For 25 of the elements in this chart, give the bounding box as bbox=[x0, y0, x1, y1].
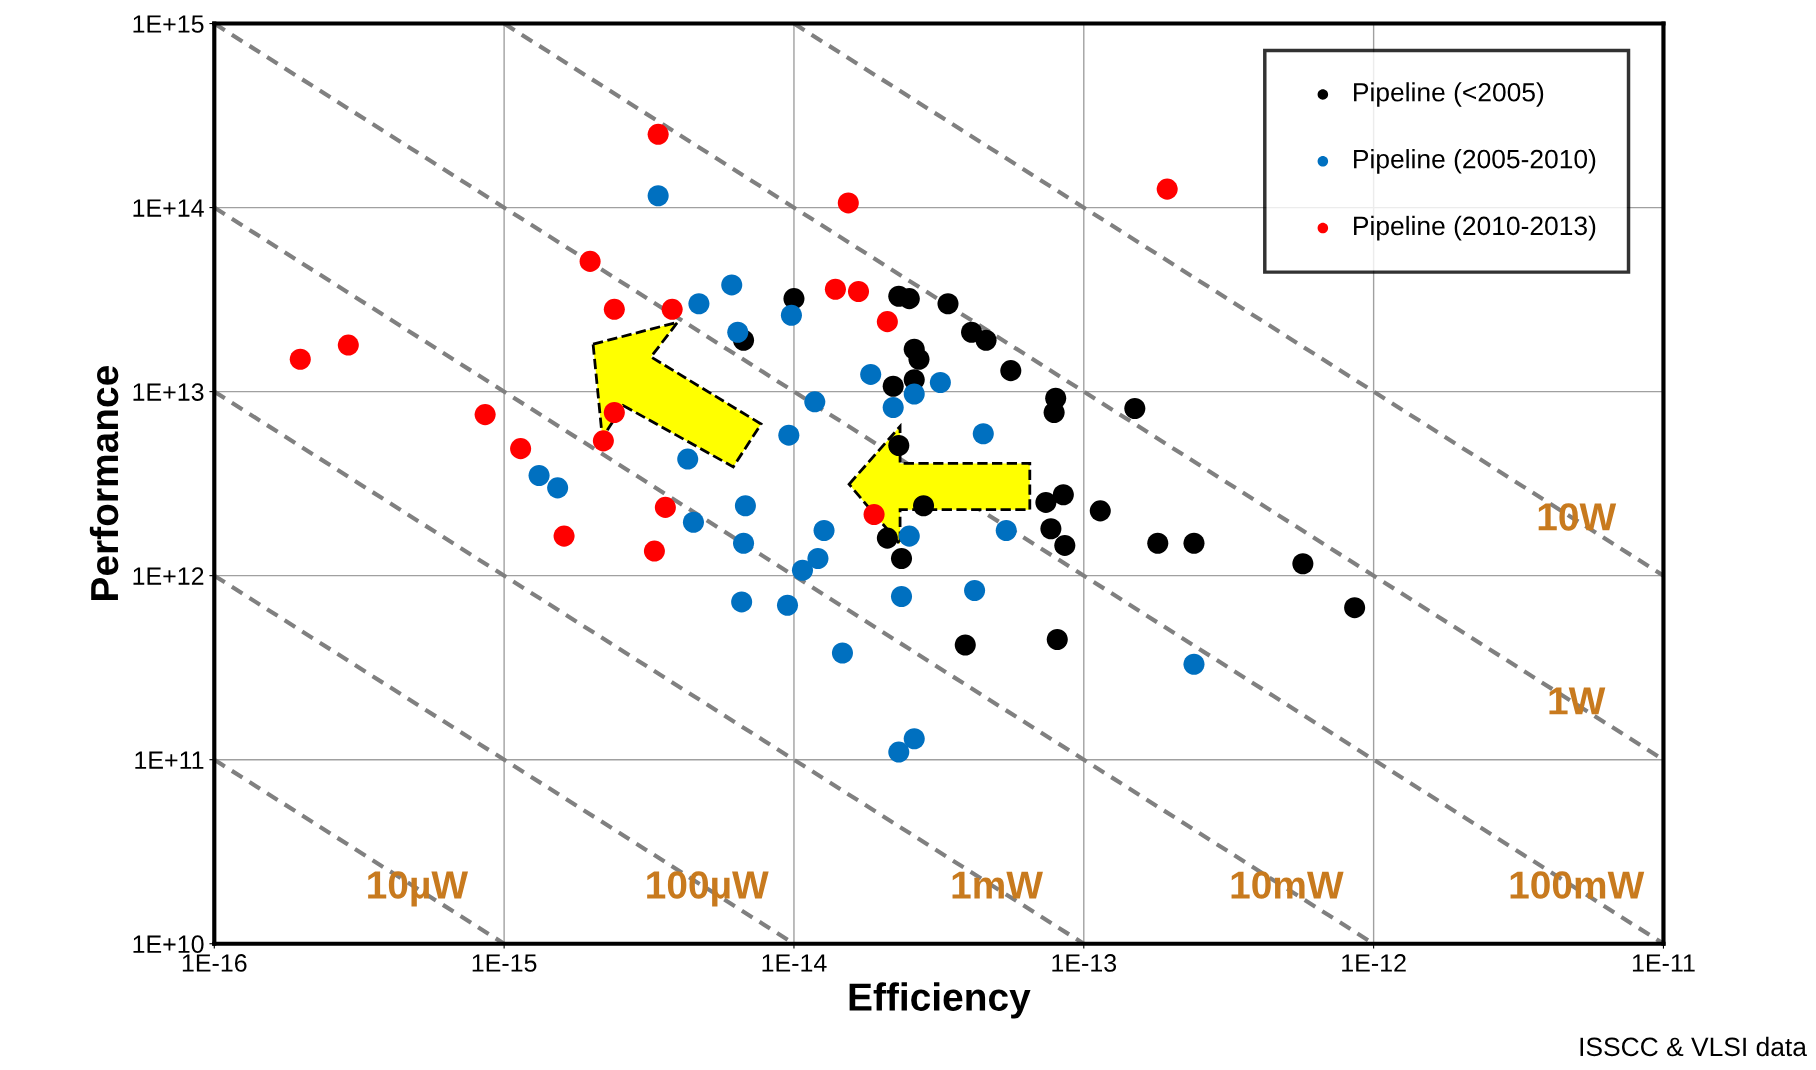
x-tick-label: 1E-16 bbox=[182, 954, 247, 972]
y-tick-label: 1E+11 bbox=[135, 751, 204, 769]
x-tick-label: 1E-14 bbox=[762, 954, 827, 972]
y-tick-label: 1E+12 bbox=[133, 567, 204, 585]
annotation: 10µW bbox=[368, 871, 469, 907]
x-axis-title: Efficiency bbox=[849, 982, 1031, 1019]
text: ISSCC & VLSI data bbox=[1580, 1036, 1807, 1057]
annotation: 100µW bbox=[647, 871, 769, 907]
y-tick-label: 1E+15 bbox=[133, 15, 204, 33]
x-tick-label: 1E-11 bbox=[1632, 954, 1695, 972]
annotation: 10mW bbox=[1231, 871, 1344, 899]
legend-label: Pipeline (2010-2013) bbox=[1354, 215, 1596, 241]
y-tick-label: 1E+14 bbox=[133, 199, 204, 217]
annotation: 1mW bbox=[952, 871, 1043, 899]
legend-label: Pipeline (2005-2010) bbox=[1354, 149, 1596, 174]
y-tick-label: 1E+10 bbox=[133, 935, 204, 954]
x-tick-label: 1E-13 bbox=[1052, 954, 1117, 972]
x-tick-label: 1E-15 bbox=[472, 954, 537, 972]
annotation: 10W bbox=[1538, 503, 1617, 531]
y-axis-title: Performance bbox=[89, 366, 119, 600]
annotation: 100mW bbox=[1510, 871, 1645, 899]
x-tick-label: 1E-12 bbox=[1342, 954, 1406, 972]
y-tick-label: 1E+13 bbox=[133, 383, 204, 401]
annotation: 1W bbox=[1549, 687, 1606, 715]
legend-label: Pipeline (<2005) bbox=[1354, 82, 1544, 107]
